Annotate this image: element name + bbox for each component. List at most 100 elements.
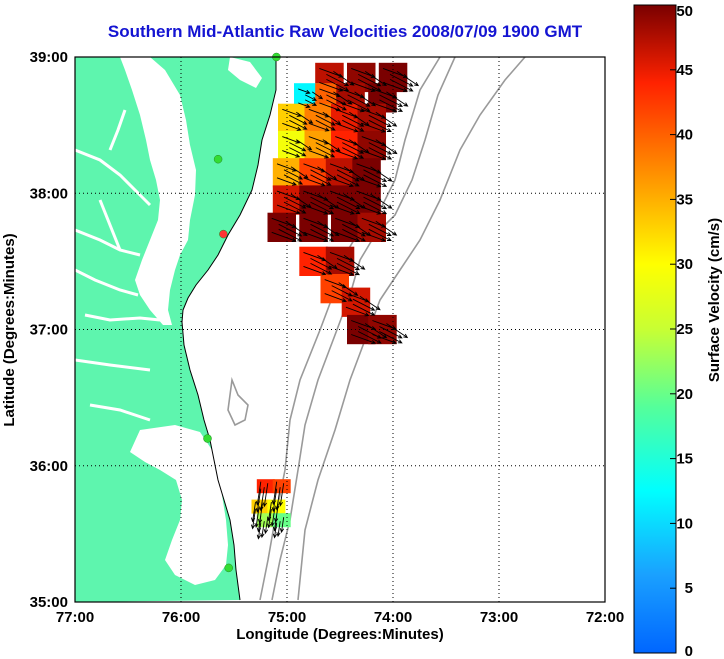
velocity-arrow bbox=[270, 507, 276, 527]
velocity-cell bbox=[299, 158, 328, 188]
velocity-cell bbox=[299, 212, 328, 242]
colorbar-label: Surface Velocity (cm/s) bbox=[706, 218, 723, 382]
chesapeake-bay bbox=[120, 57, 196, 325]
velocity-arrow bbox=[282, 122, 302, 131]
velocity-arrow bbox=[368, 142, 393, 155]
velocity-arrow bbox=[347, 94, 371, 107]
x-tick-label: 72:00 bbox=[586, 609, 624, 626]
velocity-arrow bbox=[289, 147, 307, 157]
velocity-arrow bbox=[324, 293, 347, 303]
velocity-arrow bbox=[363, 174, 388, 187]
rivers bbox=[75, 109, 161, 422]
velocity-arrow bbox=[368, 119, 392, 132]
pamlico-sound bbox=[130, 425, 228, 585]
velocity-arrow bbox=[338, 282, 359, 296]
velocity-arrow bbox=[289, 142, 307, 152]
station-marker bbox=[219, 229, 228, 239]
velocity-arrow bbox=[357, 331, 382, 344]
velocity-arrow bbox=[363, 196, 388, 210]
velocity-arrow bbox=[357, 73, 382, 87]
velocity-arrow bbox=[263, 517, 269, 535]
velocity-cell bbox=[331, 130, 360, 161]
velocity-arrow bbox=[310, 196, 335, 210]
velocity-arrow bbox=[389, 78, 414, 92]
station-marker bbox=[213, 154, 223, 164]
velocity-arrow bbox=[289, 119, 308, 130]
velocity-arrow bbox=[279, 517, 285, 534]
colorbar-tick-label: 45 bbox=[676, 62, 693, 79]
velocity-cell bbox=[256, 479, 275, 494]
plot-frame bbox=[74, 56, 606, 603]
velocity-arrow bbox=[356, 204, 382, 215]
velocity-arrow bbox=[290, 166, 309, 179]
velocity-arrow bbox=[310, 169, 332, 181]
y-tick-label: 36:00 bbox=[30, 458, 68, 475]
y-tick-label: 39:00 bbox=[30, 49, 68, 66]
velocity-arrow bbox=[329, 204, 355, 215]
velocity-cell bbox=[272, 513, 291, 528]
velocity-cell bbox=[357, 130, 386, 161]
velocity-arrow bbox=[361, 122, 387, 133]
velocity-arrow bbox=[303, 204, 329, 215]
velocity-arrow bbox=[361, 150, 387, 161]
velocity-arrow bbox=[375, 220, 398, 236]
x-tick-label: 77:00 bbox=[56, 609, 94, 626]
velocity-arrow bbox=[375, 139, 398, 155]
velocity-arrow bbox=[283, 201, 307, 214]
velocity-arrow bbox=[382, 81, 408, 93]
velocity-cell bbox=[325, 185, 355, 215]
velocity-vectors bbox=[250, 67, 420, 540]
velocity-arrow bbox=[303, 265, 327, 276]
velocity-arrow bbox=[276, 204, 301, 215]
velocity-cell bbox=[304, 103, 333, 133]
y-tick-label: 37:00 bbox=[30, 322, 68, 339]
colorbar-tick-label: 25 bbox=[676, 321, 693, 338]
delaware-bay bbox=[228, 57, 262, 88]
x-tick-label: 75:00 bbox=[268, 609, 306, 626]
x-axis-title: Longitude (Degrees:Minutes) bbox=[236, 626, 444, 643]
velocity-field bbox=[251, 62, 408, 528]
velocity-arrow bbox=[303, 231, 329, 242]
velocity-arrow bbox=[342, 114, 365, 127]
colorbar-tick-label: 35 bbox=[676, 191, 693, 208]
velocity-arrow bbox=[386, 323, 409, 339]
colorbar-tick-label: 40 bbox=[676, 127, 693, 144]
velocity-arrow bbox=[372, 102, 398, 113]
velocity-arrow bbox=[310, 257, 333, 270]
velocity-arrow bbox=[310, 223, 335, 237]
velocity-arrow bbox=[389, 73, 414, 87]
velocity-cell bbox=[352, 158, 381, 188]
colorbar-tick-label: 0 bbox=[685, 643, 693, 659]
colorbar-tick-label: 30 bbox=[676, 256, 693, 273]
plot-title: Southern Mid-Atlantic Raw Velocities 200… bbox=[107, 22, 583, 41]
velocity-arrow bbox=[260, 521, 265, 539]
velocity-arrow bbox=[329, 177, 354, 188]
velocity-arrow bbox=[303, 177, 326, 187]
velocity-cell bbox=[272, 158, 302, 188]
stations bbox=[203, 52, 281, 573]
velocity-arrow bbox=[315, 114, 336, 126]
velocity-arrow bbox=[282, 150, 301, 158]
velocity-cell bbox=[304, 130, 333, 161]
velocity-arrow bbox=[311, 91, 324, 100]
velocity-arrow bbox=[278, 228, 303, 242]
velocity-arrow bbox=[368, 223, 392, 236]
velocity-arrow bbox=[331, 290, 353, 302]
velocity-arrow bbox=[336, 174, 360, 187]
colorbar-tick-label: 10 bbox=[676, 515, 693, 532]
velocity-arrow bbox=[336, 169, 360, 182]
velocity-arrow bbox=[278, 223, 303, 237]
velocity-arrow bbox=[364, 323, 388, 339]
velocity-arrow bbox=[368, 147, 393, 160]
velocity-arrow bbox=[345, 306, 370, 317]
velocity-arrow bbox=[298, 102, 311, 108]
velocity-arrow bbox=[310, 262, 333, 275]
velocity-arrow bbox=[283, 169, 304, 180]
velocity-arrow bbox=[256, 522, 262, 540]
y-axis-title: Latitude (Degrees:Minutes) bbox=[1, 233, 18, 426]
colorbar-tick-label: 50 bbox=[676, 3, 693, 20]
velocity-arrow bbox=[298, 88, 311, 94]
velocity-arrow bbox=[368, 114, 392, 127]
